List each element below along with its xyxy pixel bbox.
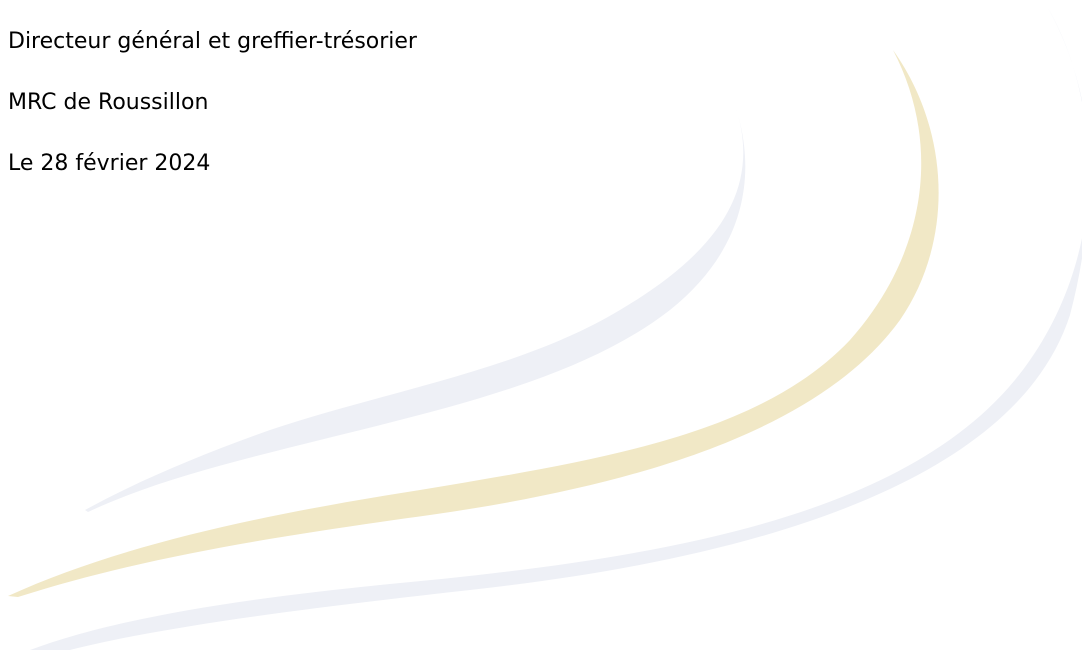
organization-name: MRC de Roussillon bbox=[8, 90, 209, 115]
swoosh-gold bbox=[8, 50, 939, 597]
signatory-title: Directeur général et greffier-trésorier bbox=[8, 29, 417, 54]
document-date: Le 28 février 2024 bbox=[8, 151, 211, 176]
signature-block: Directeur général et greffier-trésorier … bbox=[8, 30, 417, 213]
